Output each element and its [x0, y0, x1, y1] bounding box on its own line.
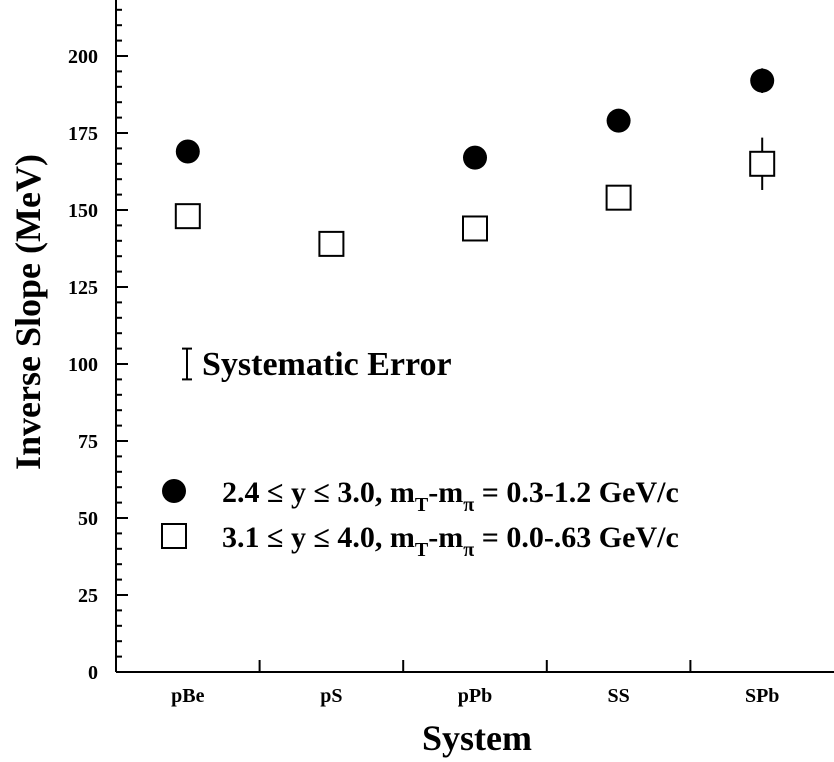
point-square-pBe — [174, 203, 201, 230]
y-tick-label: 175 — [68, 123, 98, 145]
y-tick-label: 75 — [78, 431, 98, 453]
y-tick-label: 50 — [78, 508, 98, 530]
point-square-SS — [605, 184, 632, 211]
point-square-pPb — [462, 215, 488, 242]
x-tick-label-pBe: pBe — [171, 685, 204, 707]
data-points — [174, 68, 776, 257]
legend-entry-1-mid: -m — [428, 476, 463, 509]
legend: 2.4 ≤ y ≤ 3.0, mT-mπ = 0.3-1.2 GeV/c 3.1… — [161, 476, 679, 561]
axes — [115, 0, 834, 673]
legend-entry-2: 3.1 ≤ y ≤ 4.0, mT-mπ = 0.0-.63 GeV/c — [222, 521, 679, 561]
x-tick-label-pPb: pPb — [458, 685, 492, 707]
legend-marker-open-square — [161, 523, 187, 549]
x-axis-title: System — [422, 718, 532, 758]
legend-entry-1-pre: 2.4 ≤ y ≤ 3.0, m — [222, 476, 415, 509]
y-tick-label: 0 — [88, 662, 98, 684]
y-tick-label: 100 — [68, 354, 98, 376]
y-ticks: 0 25 50 75 100 125 150 175 200 — [68, 8, 128, 684]
y-tick-label: 25 — [78, 585, 98, 607]
legend-entry-2-pre: 3.1 ≤ y ≤ 4.0, m — [222, 521, 415, 554]
x-tick-label-pS: pS — [320, 685, 342, 707]
legend-entry-2-mid: -m — [428, 521, 463, 554]
legend-entry-1-sub-t: T — [415, 494, 429, 516]
x-tick-label-SPb: SPb — [745, 685, 779, 707]
y-tick-label: 150 — [68, 200, 98, 222]
legend-marker-filled-circle — [162, 479, 186, 503]
point-circle-SPb — [750, 68, 775, 93]
point-square-SPb — [749, 150, 776, 177]
point-square-pS — [318, 230, 345, 257]
systematic-error-label: Systematic Error — [202, 346, 452, 383]
legend-entry-1: 2.4 ≤ y ≤ 3.0, mT-mπ = 0.3-1.2 GeV/c — [222, 476, 679, 516]
legend-entry-1-post: = 0.3-1.2 GeV/c — [474, 476, 679, 509]
x-tick-label-SS: SS — [607, 685, 629, 707]
legend-entry-2-post: = 0.0-.63 GeV/c — [474, 521, 679, 554]
y-tick-label: 125 — [68, 277, 98, 299]
legend-entry-2-sub-t: T — [415, 539, 429, 561]
point-circle-SS — [606, 108, 631, 133]
legend-entry-1-sub-pi: π — [463, 494, 474, 516]
y-axis-title: Inverse Slope (MeV) — [8, 154, 48, 470]
point-circle-pBe — [175, 139, 200, 164]
y-tick-label: 200 — [68, 46, 98, 68]
legend-entry-2-sub-pi: π — [463, 539, 474, 561]
point-circle-pPb — [463, 145, 487, 170]
systematic-error-annotation: Systematic Error — [182, 346, 452, 383]
x-ticks: pBe pS pPb SS SPb — [171, 660, 779, 707]
